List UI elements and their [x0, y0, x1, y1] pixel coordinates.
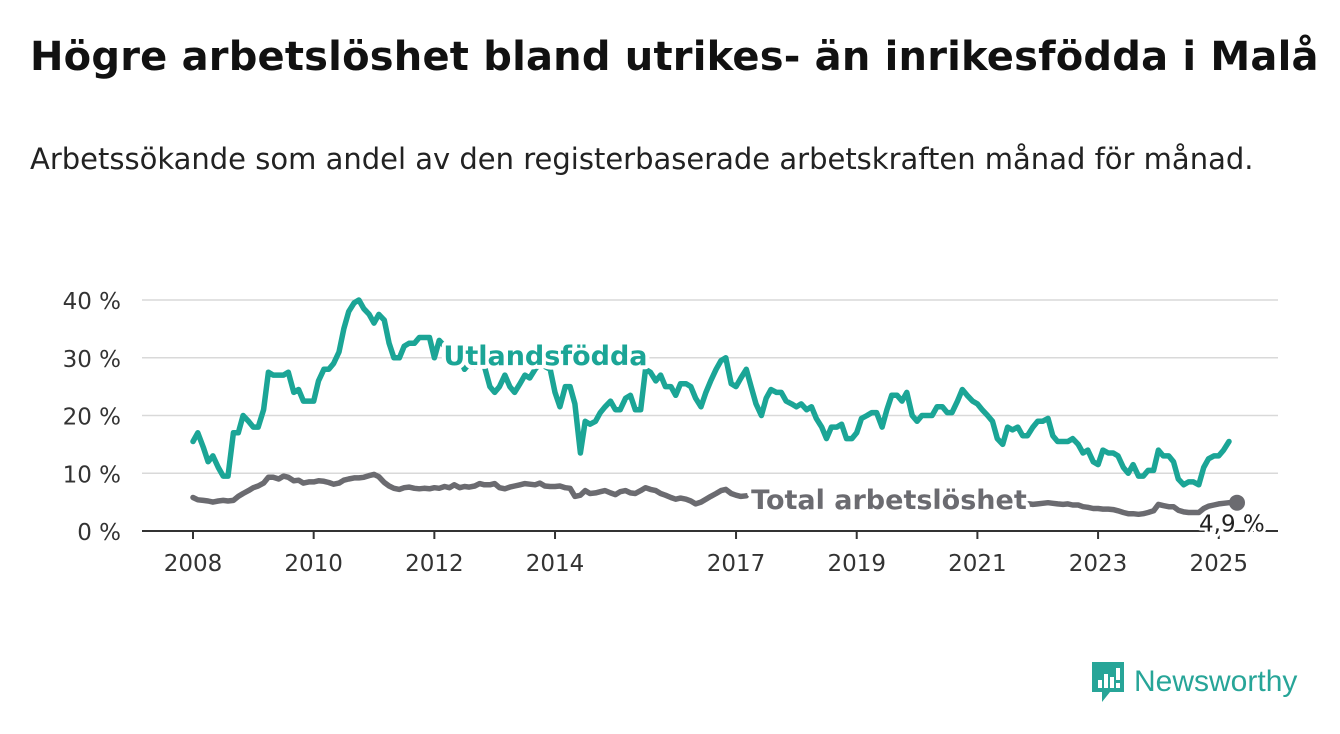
x-tick-label: 2019 [827, 551, 886, 577]
end-value-label: 4,9 % [1199, 512, 1265, 538]
brand-name: Newsworthy [1134, 665, 1298, 698]
y-tick-label: 20 % [63, 405, 121, 431]
series-line-total-arbetsloshet [190, 471, 750, 507]
x-tick-label: 2025 [1189, 551, 1248, 577]
y-tick-label: 10 % [63, 462, 121, 488]
brand-logo: Newsworthy [1090, 660, 1297, 704]
x-tick-label: 2023 [1069, 551, 1128, 577]
y-axis-ticks: 0 % 10 % 20 % 30 % 40 % [63, 289, 121, 546]
chart-subtitle: Arbetssökande som andel av den registerb… [30, 142, 1254, 176]
x-tick-label: 2010 [284, 551, 343, 577]
chart-title: Högre arbetslöshet bland utrikes- än inr… [30, 34, 1319, 80]
y-tick-label: 30 % [63, 347, 121, 373]
series-labels: Utlandsfödda Total arbetslöshet [439, 337, 1030, 520]
newsworthy-logo-icon [1092, 662, 1124, 702]
series-label-total-arbetsloshet: Total arbetslöshet [751, 485, 1027, 516]
x-tick-label: 2014 [526, 551, 585, 577]
series-lines [190, 297, 1232, 518]
x-tick-label: 2012 [405, 551, 464, 577]
series-label-utlandsfodda: Utlandsfödda [443, 341, 647, 372]
y-tick-label: 0 % [77, 520, 121, 546]
x-tick-label: 2008 [164, 551, 223, 577]
y-tick-label: 40 % [63, 289, 121, 315]
series-line-utlandsfodda [190, 297, 1232, 488]
end-point-marker [1229, 494, 1245, 511]
x-tick-label: 2017 [707, 551, 766, 577]
x-axis-ticks: 2008 2010 2012 2014 2017 2019 2021 2023 2025 [164, 531, 1248, 577]
series-line-total-arbetsloshet [1022, 499, 1232, 518]
end-marker: 4,9 % [1196, 494, 1268, 541]
gridlines [142, 299, 1278, 532]
x-tick-label: 2021 [948, 551, 1007, 577]
